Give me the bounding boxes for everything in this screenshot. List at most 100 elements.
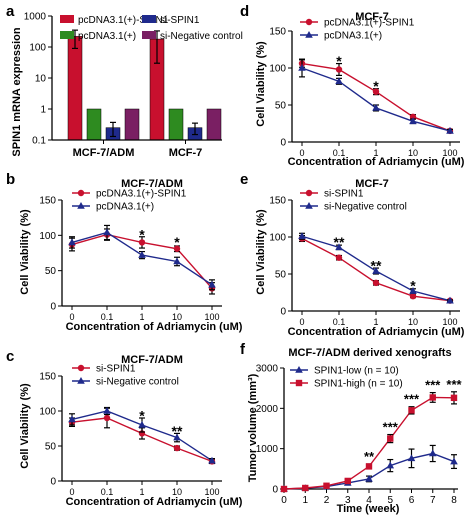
- panel-c-legend-label: si-SPIN1: [96, 364, 136, 375]
- panel-d-line-chart: d MCF-7 Cell Viability (%) Concentration…: [240, 3, 465, 168]
- panel-e-legend-marker: [305, 202, 313, 209]
- panel-a-yticks: 1000 100 10 1 0.1: [24, 12, 52, 147]
- panel-e-xtick-label: 0: [299, 317, 304, 327]
- panel-f-point: [280, 485, 288, 493]
- panel-b-ytick-label: 100: [39, 231, 56, 242]
- panel-e-point: [335, 243, 343, 251]
- panel-a-error-bar: [192, 122, 198, 136]
- panel-f-significance: ***: [425, 378, 441, 393]
- panel-f-xtick-label: 1: [302, 495, 308, 506]
- panel-c-xtick-label: 10: [172, 487, 182, 497]
- panel-f-significance: ***: [446, 377, 462, 392]
- panel-c-point: [208, 456, 216, 464]
- panel-b-title: MCF-7/ADM: [121, 178, 183, 190]
- panel-a-category-label: MCF-7/ADM: [73, 147, 135, 159]
- panel-f-ytick-label: 2000: [256, 404, 279, 415]
- panel-d-ylabel: Cell Viability (%): [255, 41, 267, 127]
- panel-a-legend-label: si-SPIN1: [160, 15, 200, 26]
- panel-d-legend-marker: [305, 31, 313, 38]
- panel-a-legend-swatch: [60, 31, 74, 39]
- panel-f-significance: ***: [404, 392, 420, 407]
- panel-b-point: [173, 245, 181, 252]
- panel-c-legend-label: si-Negative control: [96, 377, 179, 388]
- panel-a-error-bar: [72, 29, 78, 50]
- panel-f-xtick-label: 6: [409, 495, 415, 506]
- panel-b-xtick-label: 1: [139, 312, 144, 322]
- panel-b-point: [173, 257, 181, 265]
- panel-b-plot: 150 100 50 0 0 0.1 1 10 100 * * pcDNA3.1(+)-SPIN1 pc…: [39, 189, 222, 322]
- panel-c-point: [173, 433, 181, 441]
- panel-e-point: [409, 287, 417, 294]
- panel-d-xtick-label: 10: [408, 148, 418, 158]
- panel-c-point: [103, 414, 111, 422]
- panel-d-point: [335, 66, 343, 73]
- panel-d-xlabel: Concentration of Adriamycin (uM): [288, 156, 465, 168]
- panel-a-bar-chart: a SPIN1 mRNA expression 1000 100 10 1 0.1 MC…: [6, 3, 243, 159]
- panel-e-ytick-label: 0: [280, 307, 286, 318]
- panel-d-title: MCF-7: [355, 11, 389, 23]
- panel-e-ylabel: Cell Viability (%): [255, 209, 267, 295]
- panel-f-legend-marker: [295, 366, 303, 373]
- panel-e-ytick-label: 100: [269, 233, 286, 244]
- panel-d-legend-label: pcDNA3.1(+)-SPIN1: [324, 18, 415, 29]
- panel-c-xlabel: Concentration of Adriamycin (uM): [66, 496, 243, 508]
- panel-b-line-chart: b MCF-7/ADM Cell Viability (%) Concentra…: [6, 171, 243, 333]
- panel-f-xtick-label: 2: [324, 495, 330, 506]
- panel-c-title: MCF-7/ADM: [121, 354, 183, 366]
- panel-f-xlabel: Time (week): [337, 503, 400, 515]
- panel-f-significance: ***: [383, 420, 399, 435]
- panel-a-xlabels: MCF-7/ADM MCF-7: [73, 140, 203, 159]
- panel-c-ytick-label: 0: [50, 477, 56, 488]
- panel-d-point: [409, 117, 417, 125]
- panel-f-xtick-label: 8: [451, 495, 457, 506]
- panel-a-bar: [86, 108, 102, 141]
- panel-e-xtick-label: 1: [373, 317, 378, 327]
- panel-e-point: [298, 232, 306, 240]
- panel-f-ytick-label: 1000: [256, 444, 279, 455]
- panel-f-legend-marker: [295, 379, 303, 387]
- panel-f-point: [428, 449, 437, 457]
- panel-d-point: [372, 88, 380, 95]
- panel-e-legend-marker: [305, 189, 313, 197]
- panel-d-point: [335, 77, 343, 85]
- panel-a-ytick-label: 100: [29, 43, 46, 54]
- panel-a-error-bar: [154, 30, 160, 64]
- panel-a-axes: [51, 16, 222, 141]
- panel-a-ytick-label: 10: [35, 74, 47, 85]
- panel-f-point: [386, 461, 395, 469]
- panel-a-category-label: MCF-7: [169, 147, 203, 159]
- panel-d-legend-label: pcDNA3.1(+): [324, 31, 382, 42]
- panel-d-ytick-label: 100: [269, 64, 286, 75]
- panel-f-point: [344, 477, 351, 485]
- panel-c-ytick-label: 50: [45, 442, 57, 453]
- panel-b-xlabel: Concentration of Adriamycin (uM): [66, 321, 243, 333]
- panel-f-xtick-label: 0: [281, 495, 287, 506]
- panel-d-significance: *: [373, 78, 379, 94]
- panel-e-ytick-label: 50: [275, 270, 287, 281]
- panel-c-letter: c: [6, 348, 14, 365]
- panel-e-point: [372, 279, 380, 287]
- panel-f-title: MCF-7/ADM derived xenografts: [288, 347, 451, 359]
- panel-c-xtick-label: 0.1: [101, 487, 114, 497]
- panel-e-significance: *: [410, 278, 416, 294]
- panel-c-xtick-label: 1: [139, 487, 144, 497]
- panel-b-point: [138, 239, 146, 246]
- panel-f-xtick-label: 4: [366, 495, 372, 506]
- panel-e-letter: e: [240, 171, 248, 188]
- panel-f-point: [450, 394, 458, 402]
- panel-b-ytick-label: 150: [39, 196, 56, 207]
- panel-d-xtick-label: 0.1: [333, 148, 346, 158]
- panel-d-point: [446, 126, 454, 134]
- panel-c-xtick-label: 0: [69, 487, 74, 497]
- panel-a-bars: [67, 29, 222, 141]
- panel-d-xtick-label: 100: [442, 148, 457, 158]
- panel-e-legend-label: si-Negative control: [324, 202, 407, 213]
- panel-e-ytick-label: 150: [269, 196, 286, 207]
- panel-f-point: [407, 454, 416, 462]
- panel-f-point: [429, 394, 436, 401]
- panel-c-legend-marker: [77, 364, 85, 372]
- panel-f-xtick-label: 5: [387, 495, 393, 506]
